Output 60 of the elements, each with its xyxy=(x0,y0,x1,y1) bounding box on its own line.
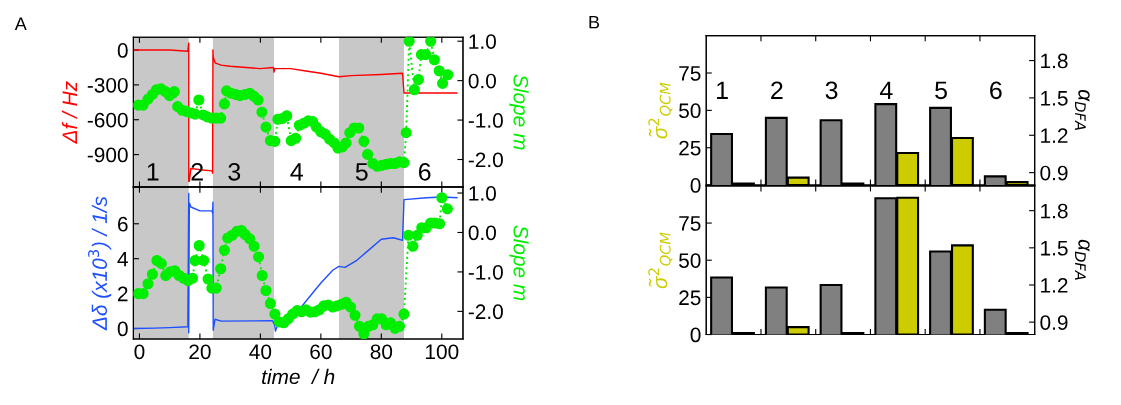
y2-axis-title: Slope m xyxy=(509,225,529,301)
y-axis-title: Δδ (x10$^{3}$) / 1/s xyxy=(88,196,112,331)
y-axis-title: σ̃$^{2}$$_{QCM}$ xyxy=(648,232,673,289)
y2-tick-label: 1.0 xyxy=(469,34,496,49)
y2-tick-label: 0.9 xyxy=(1040,165,1068,181)
x-tick-label: 80 xyxy=(370,344,393,360)
y-tick-label: 0 xyxy=(117,43,128,58)
annotation: 6 xyxy=(990,81,1002,100)
y2-axis-title: α$_{DFA}$ xyxy=(1075,239,1090,280)
y2-axis-title: α$_{DFA}$ xyxy=(1075,89,1090,130)
y-tick-label: 2 xyxy=(118,286,128,302)
y-tick-label: 75 xyxy=(679,66,701,81)
y2-tick-label: 1.2 xyxy=(1041,128,1068,143)
annotation: 2 xyxy=(771,81,783,99)
y2-tick-label: -2.0 xyxy=(468,152,503,168)
y-tick-label: 0 xyxy=(117,321,128,337)
y2-tick-label: 1.2 xyxy=(1041,277,1068,293)
y-tick-label: -900 xyxy=(87,147,128,163)
annotation: 5 xyxy=(355,163,368,181)
y-tick-label: 6 xyxy=(118,216,128,232)
y2-tick-label: -1.0 xyxy=(468,113,503,128)
chart-title: A xyxy=(14,17,27,30)
y2-tick-label: 1.5 xyxy=(1041,91,1068,106)
y2-tick-label: 1.8 xyxy=(1041,203,1068,219)
annotation: 3 xyxy=(825,81,838,100)
y2-tick-label: 0.0 xyxy=(468,225,496,241)
y2-axis-title: Slope m xyxy=(509,74,529,150)
annotation: 3 xyxy=(228,162,241,181)
y2-tick-label: 0.9 xyxy=(1040,315,1068,330)
y-tick-label: 25 xyxy=(679,140,701,156)
y-axis-title: σ̃$^{2}$$_{QCM}$ xyxy=(648,82,673,139)
y2-tick-label: 1.5 xyxy=(1041,241,1068,256)
x-tick-label: 40 xyxy=(249,344,272,360)
y-tick-label: 0 xyxy=(690,178,701,193)
annotation: 5 xyxy=(935,81,947,100)
y-tick-label: 4 xyxy=(117,251,128,267)
y-tick-label: 0 xyxy=(690,327,701,343)
annotation: 1 xyxy=(147,163,159,181)
y-tick-label: 50 xyxy=(679,103,701,119)
annotation: 1 xyxy=(717,81,728,99)
y2-tick-label: -1.0 xyxy=(468,264,503,280)
y2-tick-label: -2.0 xyxy=(468,304,503,320)
y-tick-label: -600 xyxy=(87,112,128,128)
x-tick-label: 0 xyxy=(134,344,145,360)
annotation: 4 xyxy=(290,163,303,181)
y-tick-label: 50 xyxy=(679,253,701,268)
y-tick-label: 25 xyxy=(679,290,701,306)
x-tick-label: 60 xyxy=(310,344,332,360)
x-axis-title: time / h xyxy=(262,368,335,385)
y-tick-label: -300 xyxy=(87,77,128,93)
y2-tick-label: 0.0 xyxy=(468,73,496,89)
y2-tick-label: 1.0 xyxy=(469,186,496,201)
y2-tick-label: 1.8 xyxy=(1041,53,1068,69)
annotation: 4 xyxy=(879,81,893,99)
annotation: 6 xyxy=(418,162,431,181)
y-tick-label: 75 xyxy=(679,216,701,231)
y-axis-title: Δf / Hz xyxy=(61,81,78,144)
chart-title: B xyxy=(589,15,600,29)
x-tick-label: 100 xyxy=(426,344,459,360)
x-tick-label: 20 xyxy=(189,344,211,360)
